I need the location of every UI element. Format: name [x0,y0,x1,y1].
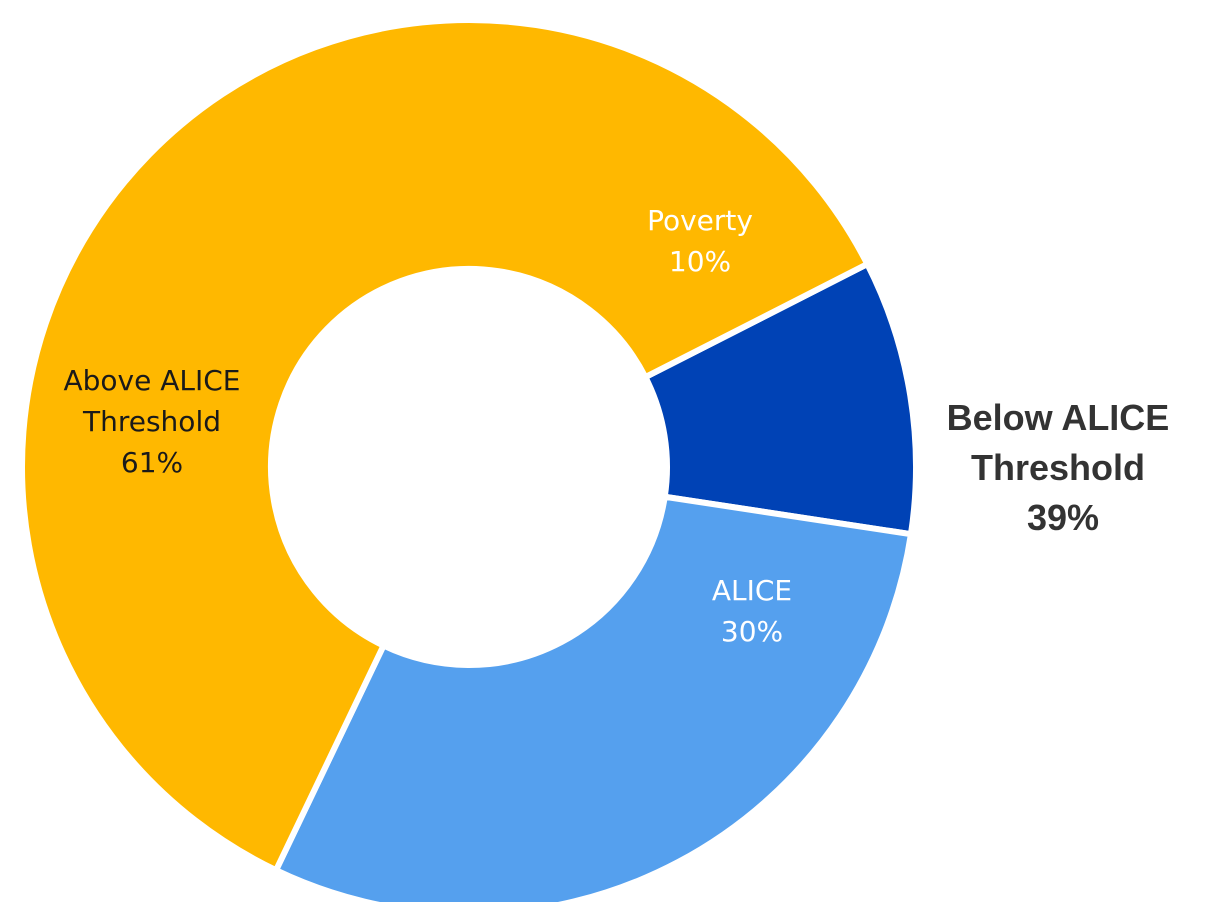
slice-label-poverty: Poverty 10% [647,204,753,278]
group-annotation-line-1: Below ALICE [947,397,1170,438]
group-annotation-line-3: 39% [1027,497,1099,538]
slice-name-label: Threshold [82,405,221,438]
slice-name-label: Poverty [647,204,753,237]
group-annotation-line-2: Threshold [971,447,1145,488]
slice-poverty [641,260,919,538]
slice-labels: Poverty 10% ALICE 30% Above ALICE Threshold 61… [63,204,792,648]
slice-name-label: ALICE [712,574,792,607]
slice-value-label: 10% [669,245,731,278]
slice-name-label: Above ALICE [63,364,240,397]
slice-label-above-alice-threshold: Above ALICE Threshold 61% [63,364,240,479]
slice-value-label: 30% [721,615,783,648]
below-alice-threshold-annotation: Below ALICE Threshold 39% [947,397,1180,538]
slice-above-alice-threshold [19,17,872,875]
slice-label-alice: ALICE 30% [712,574,792,648]
donut-slices [19,17,919,902]
slice-alice [272,493,915,902]
slice-value-label: 61% [121,446,183,479]
